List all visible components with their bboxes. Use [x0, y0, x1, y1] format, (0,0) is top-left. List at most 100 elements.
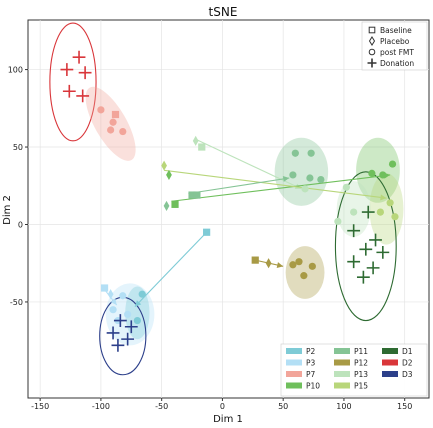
- point-p7-circle: [119, 127, 127, 136]
- point-p3-square: [100, 284, 109, 292]
- ellipse-d1: [334, 171, 397, 322]
- marker-legend-label: Placebo: [380, 37, 410, 46]
- point-p11-circle: [317, 175, 325, 184]
- group-legend-label: P10: [306, 382, 320, 391]
- grid: [28, 20, 429, 398]
- group-legend-entry: D2: [382, 359, 413, 368]
- marker-legend-label: post FMT: [380, 48, 414, 57]
- group-legend-label: P7: [306, 370, 316, 379]
- x-ticks: -150 -100 -50 0 50 100 150: [31, 398, 412, 411]
- point-p12-circle: [289, 261, 297, 269]
- group-legend-entry: P11: [334, 347, 368, 356]
- point-p11-circle: [291, 149, 299, 157]
- marker-legend: Baseline Placebo post FMT Donation: [361, 21, 428, 71]
- point-p12-circle: [308, 262, 316, 270]
- marker-legend-label: Donation: [380, 59, 414, 68]
- group-legend-label: P13: [354, 370, 368, 379]
- point-p2-circle: [133, 316, 141, 325]
- point-p15-circle: [376, 208, 384, 216]
- point-d1-plus: [347, 224, 361, 238]
- ellipse-p11: [274, 137, 329, 206]
- point-p13-diamond: [192, 135, 199, 146]
- x-axis-label: Dim 1: [213, 414, 243, 425]
- group-legend-label: D1: [402, 347, 413, 356]
- group-legend-label: D2: [402, 359, 413, 368]
- marker-legend-entry: Placebo: [368, 36, 410, 46]
- point-p13-circle: [334, 217, 342, 225]
- group-legend-swatch: [334, 371, 350, 377]
- group-legend-entry: P12: [334, 359, 368, 368]
- point-p10-diamond: [166, 169, 172, 180]
- chart-title: tSNE: [209, 5, 238, 19]
- point-d2-plus: [78, 66, 92, 80]
- point-d2-plus: [72, 50, 86, 64]
- x-tick-label: -150: [31, 402, 49, 411]
- point-d2-plus: [62, 84, 76, 98]
- point-p3-circle: [119, 292, 127, 300]
- ellipse-d2: [49, 22, 97, 142]
- y-tick-label: 50: [13, 143, 23, 152]
- group-legend-entry: P7: [286, 370, 316, 379]
- point-p11-diamond: [163, 200, 170, 211]
- point-d3-plus: [124, 320, 138, 334]
- group-legend-swatch: [382, 371, 398, 377]
- point-d3-plus: [106, 326, 120, 340]
- point-p2-circle: [138, 290, 146, 298]
- group-legend-swatch: [286, 371, 302, 377]
- marker-legend-plus-icon: [367, 58, 377, 68]
- group-legend-swatch: [334, 359, 350, 366]
- point-p10-circle: [368, 169, 376, 177]
- group-legend: P2 P3 P7 P10 P11 P12 P13 P15 D1 D2 D3: [280, 343, 428, 397]
- point-d3-plus: [121, 332, 135, 346]
- point-p15-circle: [386, 199, 394, 207]
- y-tick-label: 100: [8, 66, 23, 75]
- point-d1-plus: [366, 261, 380, 275]
- point-p13-square: [198, 143, 206, 151]
- point-d1-plus: [347, 255, 361, 269]
- ellipse-p15: [369, 173, 404, 245]
- group-legend-label: P2: [306, 347, 316, 356]
- y-tick-label: -50: [10, 298, 23, 307]
- point-p12-diamond: [265, 258, 272, 269]
- point-d1-plus: [359, 242, 373, 256]
- x-tick-label: -100: [92, 402, 110, 411]
- group-legend-label: P15: [354, 382, 368, 391]
- point-d1-plus: [356, 270, 370, 284]
- group-legend-swatch: [334, 382, 350, 389]
- group-legend-swatch: [286, 382, 302, 389]
- point-d3-plus: [113, 314, 127, 327]
- group-legend-swatch: [382, 359, 398, 366]
- group-legend-label: D3: [402, 370, 413, 379]
- group-legend-entry: D1: [382, 347, 413, 356]
- point-p10-circle: [379, 171, 387, 179]
- marker-legend-diamond-icon: [368, 36, 376, 46]
- point-p12-circle: [295, 258, 303, 266]
- group-legend-swatch: [286, 348, 302, 354]
- y-axis-label: Dim 2: [2, 195, 13, 225]
- point-p11-square: [188, 191, 196, 199]
- ellipse-p10: [356, 137, 400, 203]
- point-d3-plus: [111, 338, 125, 352]
- point-p7-circle: [97, 106, 105, 114]
- point-p3-circle: [124, 310, 132, 318]
- point-p2-square: [203, 228, 211, 236]
- x-tick-label: 0: [220, 402, 225, 411]
- point-p10-circle: [388, 160, 397, 168]
- group-legend-swatch: [286, 359, 302, 366]
- marker-legend-entry: Donation: [367, 58, 414, 68]
- point-p11-square: [193, 191, 201, 199]
- y-tick-label: 0: [18, 220, 23, 229]
- plot-frame: [27, 19, 430, 399]
- y-ticks: -50 0 50 100: [8, 66, 28, 307]
- x-tick-label: -50: [155, 402, 168, 411]
- point-p13-circle: [350, 208, 358, 216]
- group-legend-entry: P3: [286, 359, 316, 368]
- arrow-p15: [164, 169, 387, 201]
- marker-legend-box: [361, 21, 428, 71]
- point-p12-circle: [300, 272, 308, 280]
- group-legend-entry: D3: [382, 370, 413, 379]
- point-d1-plus: [376, 245, 390, 259]
- point-p13-circle: [342, 183, 350, 191]
- point-p15-circle: [391, 213, 399, 221]
